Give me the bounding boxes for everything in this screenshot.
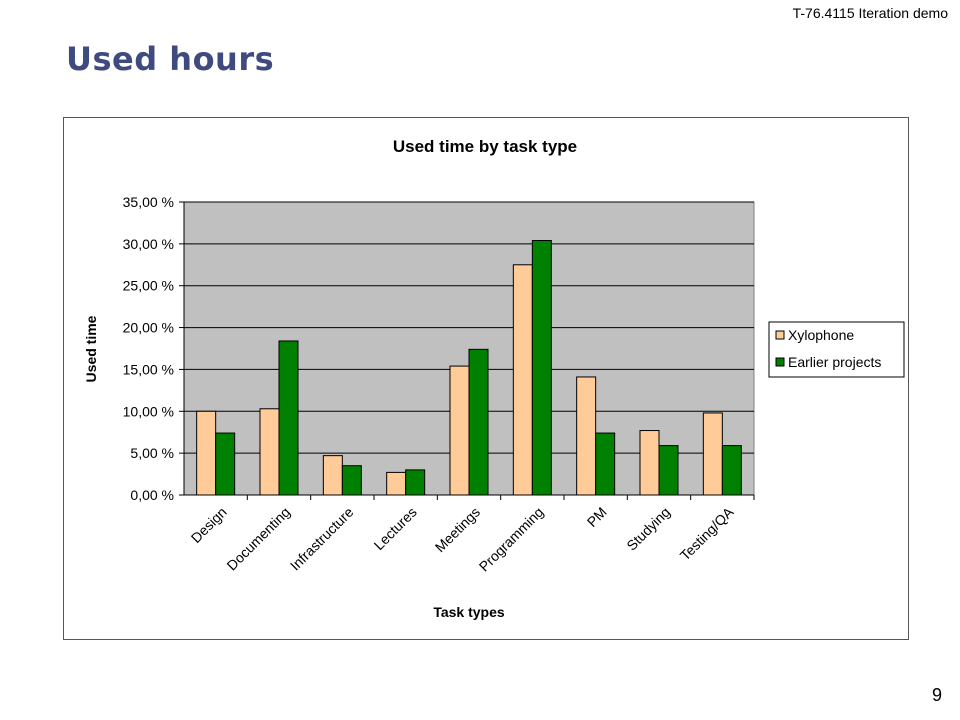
bar-earlier-projects [531, 240, 552, 496]
x-axis-label: Task types [433, 604, 505, 620]
legend-label-xylophone: Xylophone [788, 327, 854, 343]
bar-earlier-projects [468, 348, 489, 496]
x-tick-label: Meetings [432, 504, 483, 555]
bar-earlier-projects [658, 445, 679, 496]
slide-title: Used hours [66, 40, 275, 78]
legend-swatch-earlier-projects [775, 357, 785, 367]
y-axis-label: Used time [83, 315, 99, 382]
bar-xylophone [196, 410, 217, 496]
x-tick-label: Studying [623, 504, 673, 554]
x-tick-label: PM [584, 504, 610, 530]
x-tick-label: Infrastructure [287, 504, 357, 574]
y-tick-label: 5,00 % [130, 445, 174, 461]
bar-earlier-projects [278, 340, 299, 496]
legend-label-earlier-projects: Earlier projects [788, 354, 881, 370]
y-tick-label: 25,00 % [123, 278, 174, 294]
y-tick-label: 30,00 % [123, 236, 174, 252]
y-tick-label: 10,00 % [123, 403, 174, 419]
y-tick-label: 35,00 % [123, 194, 174, 210]
y-tick-label: 15,00 % [123, 361, 174, 377]
bar-xylophone [386, 471, 407, 496]
bar-earlier-projects [215, 432, 236, 496]
y-tick-label: 0,00 % [130, 487, 174, 503]
course-header: T-76.4115 Iteration demo [792, 5, 948, 21]
x-tick-label: Programming [476, 504, 547, 575]
bars-group [196, 240, 742, 496]
y-tick-label: 20,00 % [123, 320, 174, 336]
bar-earlier-projects [595, 432, 616, 496]
x-tick-label: Lectures [371, 504, 420, 553]
bar-xylophone [639, 430, 660, 496]
legend-swatch-xylophone [775, 330, 785, 340]
chart-frame: 0,00 % 5,00 % 10,00 % 15,00 % 20,00 % 25,00 %… [63, 117, 909, 640]
bar-xylophone [449, 365, 470, 496]
bar-chart: 0,00 % 5,00 % 10,00 % 15,00 % 20,00 % 25,00 %… [83, 137, 905, 620]
x-tick-label: Design [188, 504, 230, 546]
x-tick-label: Testing/QA [677, 503, 737, 563]
bar-earlier-projects [405, 469, 426, 496]
page-number: 9 [931, 685, 942, 705]
legend-box [768, 321, 905, 378]
bar-xylophone [576, 376, 597, 496]
x-tick-label: Documenting [223, 504, 293, 574]
chart-title: Used time by task type [393, 137, 577, 156]
bar-xylophone [259, 408, 280, 496]
bar-xylophone [702, 412, 723, 496]
bar-xylophone [322, 455, 343, 496]
bar-xylophone [512, 264, 533, 496]
bar-earlier-projects [721, 445, 742, 496]
legend: Xylophone Earlier projects [768, 321, 905, 378]
bar-earlier-projects [341, 465, 362, 496]
